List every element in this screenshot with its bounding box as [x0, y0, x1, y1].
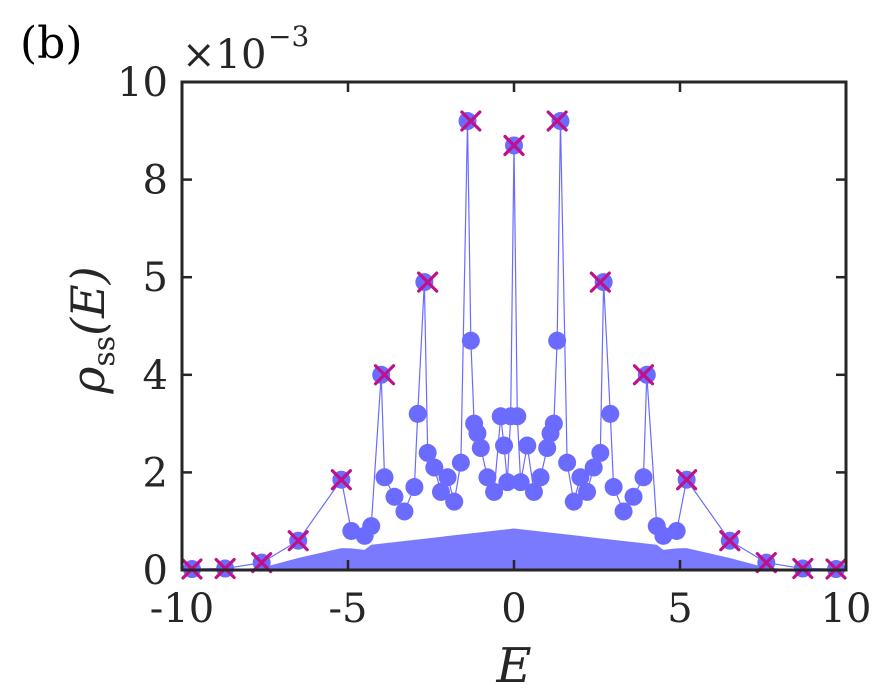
x-marker: [719, 530, 741, 552]
data-point: [495, 436, 514, 455]
x-marker: [676, 469, 698, 491]
x-marker: [546, 110, 568, 132]
data-point: [405, 478, 424, 497]
data-point: [415, 273, 434, 292]
plot-area: [181, 110, 847, 580]
x-marker: [330, 469, 352, 491]
data-point: [578, 482, 597, 501]
x-tick-label: -10: [150, 586, 214, 632]
data-point: [425, 458, 444, 477]
data-point: [544, 414, 563, 433]
data-point: [571, 468, 590, 487]
data-point: [471, 439, 490, 457]
x-axis-label: E: [495, 638, 531, 694]
data-point: [538, 439, 557, 457]
data-point: [584, 458, 603, 477]
data-point: [418, 443, 437, 462]
data-point: [451, 453, 470, 472]
svg-text:ρss(E): ρss(E): [61, 266, 122, 394]
y-axis-label-argument: (E): [61, 266, 115, 335]
y-tick-label: 4: [143, 353, 168, 399]
exponent-power: −3: [268, 20, 309, 53]
x-tick-label: 5: [667, 586, 692, 632]
data-point: [438, 468, 457, 487]
data-point: [485, 482, 504, 501]
data-point: [458, 112, 477, 131]
data-point: [624, 487, 643, 506]
x-marker: [373, 364, 396, 386]
x-tick-label: -5: [329, 586, 368, 632]
exponent-label: ×10 −3: [182, 20, 309, 78]
y-tick-label: 5: [143, 255, 168, 301]
series-line: [191, 121, 837, 570]
data-point: [591, 443, 610, 462]
data-point: [604, 478, 623, 497]
data-point: [431, 482, 450, 501]
x-tick-label: 10: [821, 586, 872, 632]
data-point: [478, 468, 497, 487]
data-point: [372, 365, 391, 384]
data-point: [637, 365, 656, 384]
x-marker: [589, 271, 611, 293]
data-point: [468, 424, 487, 443]
data-point: [551, 112, 570, 131]
data-point: [385, 487, 404, 506]
data-point: [594, 273, 613, 292]
y-tick-label: 10: [117, 60, 168, 106]
panel-label: (b): [20, 18, 83, 69]
data-point: [375, 468, 394, 487]
data-point: [634, 468, 653, 487]
x-marker: [632, 364, 655, 386]
y-axis-label: ρss(E): [61, 266, 122, 394]
x-marker: [460, 110, 482, 132]
data-point: [524, 482, 543, 501]
x-axis: -10 -5 0 5 10: [150, 82, 872, 632]
data-point: [558, 453, 577, 472]
y-tick-label: 0: [143, 548, 168, 594]
data-point: [614, 502, 633, 521]
data-point: [461, 331, 480, 350]
data-point: [548, 331, 567, 350]
x-marker: [287, 530, 309, 552]
x-tick-label: 0: [501, 586, 526, 632]
data-point: [518, 436, 537, 455]
data-point: [408, 404, 427, 423]
data-point: [564, 492, 583, 511]
x-marker: [503, 134, 525, 157]
data-point: [667, 521, 686, 540]
y-axis-label-subscript: ss: [87, 336, 122, 367]
exponent-base: ×10: [182, 32, 266, 78]
data-point: [395, 502, 414, 521]
data-point: [601, 404, 620, 423]
data-point: [531, 468, 550, 487]
data-point: [511, 473, 530, 492]
y-axis-label-main: ρ: [61, 367, 115, 395]
y-axis: 0 2 4 5 8 10: [117, 60, 846, 594]
y-tick-label: 8: [143, 158, 168, 204]
x-marker: [417, 271, 439, 293]
baseline-cluster: [191, 528, 837, 570]
data-point: [508, 407, 527, 426]
data-point: [362, 517, 381, 536]
y-tick-label: 2: [143, 450, 168, 496]
data-point: [498, 473, 517, 492]
data-point: [445, 492, 464, 511]
